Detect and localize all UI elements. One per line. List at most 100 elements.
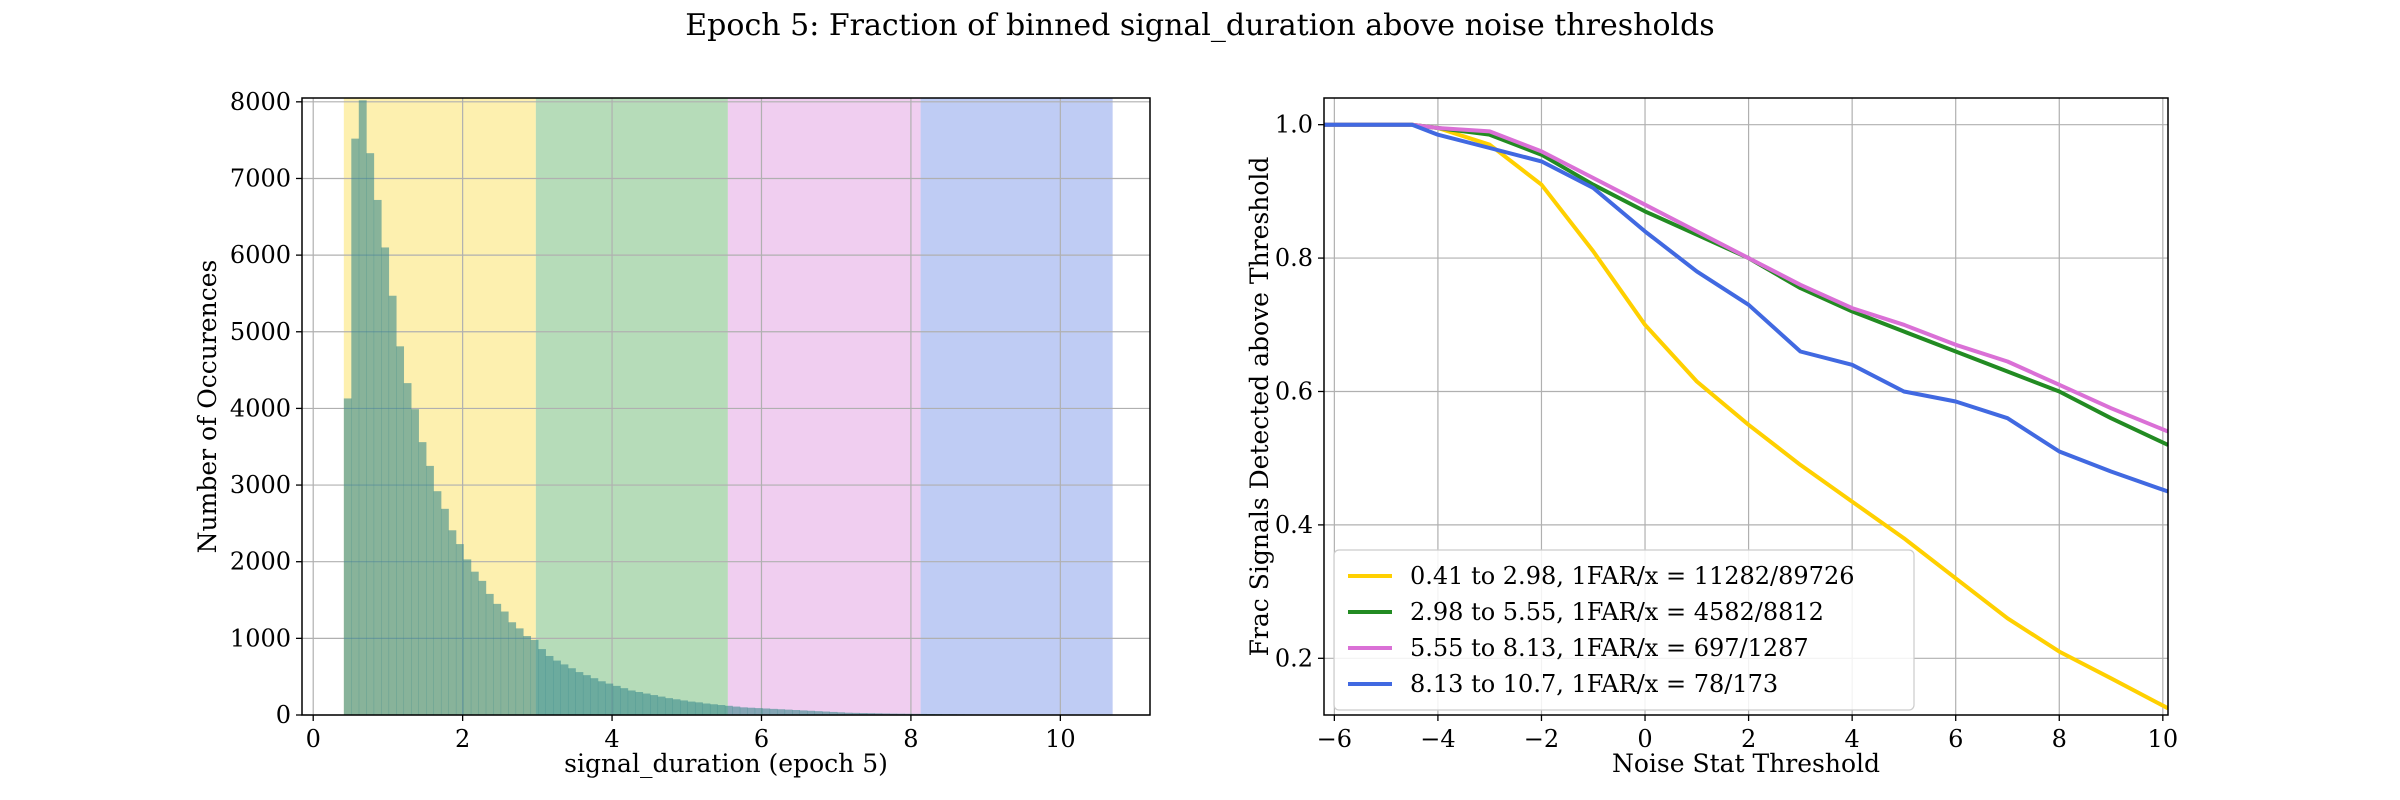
- histogram-bar: [485, 593, 494, 715]
- histogram-bar: [702, 703, 711, 715]
- histogram-axes-frame: [301, 97, 1151, 716]
- x-tick-label: −4: [1420, 725, 1455, 753]
- y-tick-label: 0.2: [1275, 644, 1313, 672]
- x-axis-label: signal_duration (epoch 5): [564, 749, 888, 778]
- x-tick-label: 0: [1637, 725, 1652, 753]
- y-tick-label: 0.4: [1275, 511, 1313, 539]
- histogram-bar: [650, 695, 659, 715]
- histogram-bar: [493, 603, 502, 715]
- histogram-bar: [478, 580, 487, 715]
- histogram-bar: [642, 693, 651, 715]
- histogram-bar: [822, 711, 830, 715]
- legend-box: [1333, 549, 1915, 711]
- y-tick-label: 2000: [230, 548, 291, 576]
- histogram-bar: [470, 571, 479, 715]
- histogram-bar: [560, 664, 569, 715]
- histogram-bar: [567, 668, 576, 715]
- histogram-bar: [807, 710, 815, 715]
- histogram-bar: [343, 398, 352, 715]
- y-tick-label: 6000: [230, 241, 291, 269]
- x-tick-label: 8: [2052, 725, 2067, 753]
- histogram-bar: [859, 713, 868, 715]
- histogram-bar: [523, 636, 532, 715]
- x-tick-label: 4: [1845, 725, 1860, 753]
- histogram-bar: [627, 690, 636, 715]
- histogram-bar: [515, 628, 524, 715]
- histogram-bar: [500, 611, 509, 715]
- x-tick-label: −6: [1317, 725, 1352, 753]
- y-tick-label: 0.8: [1275, 244, 1313, 272]
- histogram-bar: [836, 712, 845, 715]
- histogram-bar: [717, 705, 726, 715]
- histogram-bar: [553, 660, 561, 715]
- series-line-4: [1324, 122, 2168, 494]
- figure-title: Epoch 5: Fraction of binned signal_durat…: [685, 8, 1715, 43]
- histogram-bar: [784, 709, 793, 715]
- histogram-bar: [739, 707, 748, 715]
- histogram-panel: 0 2 4 6 8 10 0 1000 2000 3000 4000 5000 6000 7000 8000…: [193, 88, 1151, 778]
- histogram-bar: [463, 559, 472, 715]
- histogram-bar: [426, 465, 434, 715]
- duration-band-4: [920, 98, 1113, 715]
- histogram-bar: [366, 153, 375, 716]
- histogram-bar: [605, 683, 614, 715]
- histogram-bar: [754, 708, 763, 715]
- histogram-bar: [418, 442, 427, 715]
- histogram-bar: [508, 622, 517, 715]
- x-tick-label: 10: [1045, 725, 1076, 753]
- histogram-bar: [381, 247, 390, 715]
- histogram-bar: [448, 530, 457, 715]
- histogram-bar: [724, 705, 733, 715]
- histogram-bar: [694, 702, 703, 715]
- histogram-bar: [866, 713, 875, 715]
- histogram-bar: [792, 710, 800, 715]
- duration-band-3: [727, 98, 921, 715]
- histogram-bar: [545, 655, 554, 715]
- legend: 0.41 to 2.98, 1FAR/x = 11282/89726 2.98 t…: [1333, 549, 1915, 711]
- histogram-bar: [709, 704, 718, 715]
- threshold-axes-frame: [1323, 97, 2169, 716]
- y-tick-label: 8000: [230, 88, 291, 116]
- histogram-bar: [777, 709, 786, 715]
- legend-label-4: 8.13 to 10.7, 1FAR/x = 78/173: [1410, 670, 1778, 698]
- histogram-bar: [747, 707, 756, 715]
- histogram-bar: [814, 711, 823, 715]
- threshold-panel: −6 −4 −2 0 2 4 6 8 10 0.2 0.4 0.6 0.8 1.0 Noise Stat T…: [1245, 97, 2178, 778]
- histogram-bar: [455, 544, 464, 715]
- histogram-bar: [388, 295, 397, 715]
- histogram-bar: [433, 491, 442, 715]
- histogram-bar: [657, 696, 666, 715]
- histogram-bar: [373, 199, 382, 715]
- y-tick-label: 1.0: [1275, 111, 1313, 139]
- histogram-bar: [799, 710, 808, 715]
- histogram-bar: [687, 701, 696, 715]
- series-line-2: [1324, 122, 2168, 447]
- histogram-bar: [612, 685, 621, 715]
- series-line-3: [1324, 122, 2168, 434]
- histogram-bar: [732, 706, 741, 715]
- histogram-bar: [769, 708, 778, 715]
- histogram-bar: [881, 713, 890, 715]
- x-tick-label: −2: [1524, 725, 1559, 753]
- histogram-bar: [351, 138, 360, 715]
- x-tick-label: 0: [306, 725, 321, 753]
- histogram-bar: [874, 713, 883, 715]
- x-tick-label: 6: [1948, 725, 1963, 753]
- histogram-bar: [403, 383, 412, 715]
- histogram-bar: [665, 698, 673, 715]
- histogram-bar: [396, 346, 405, 715]
- histogram-bar: [538, 649, 546, 715]
- y-tick-label: 4000: [230, 394, 291, 422]
- histogram-bar: [530, 639, 539, 715]
- histogram-bar: [411, 409, 419, 715]
- legend-label-1: 0.41 to 2.98, 1FAR/x = 11282/89726: [1410, 562, 1855, 590]
- histogram-bar: [440, 508, 449, 715]
- histogram-bar: [844, 712, 853, 715]
- y-tick-label: 0: [276, 701, 291, 729]
- histogram-bar: [582, 675, 591, 715]
- x-tick-label: 6: [754, 725, 769, 753]
- x-tick-label: 8: [903, 725, 918, 753]
- x-tick-label: 4: [604, 725, 619, 753]
- histogram-bar: [762, 708, 771, 715]
